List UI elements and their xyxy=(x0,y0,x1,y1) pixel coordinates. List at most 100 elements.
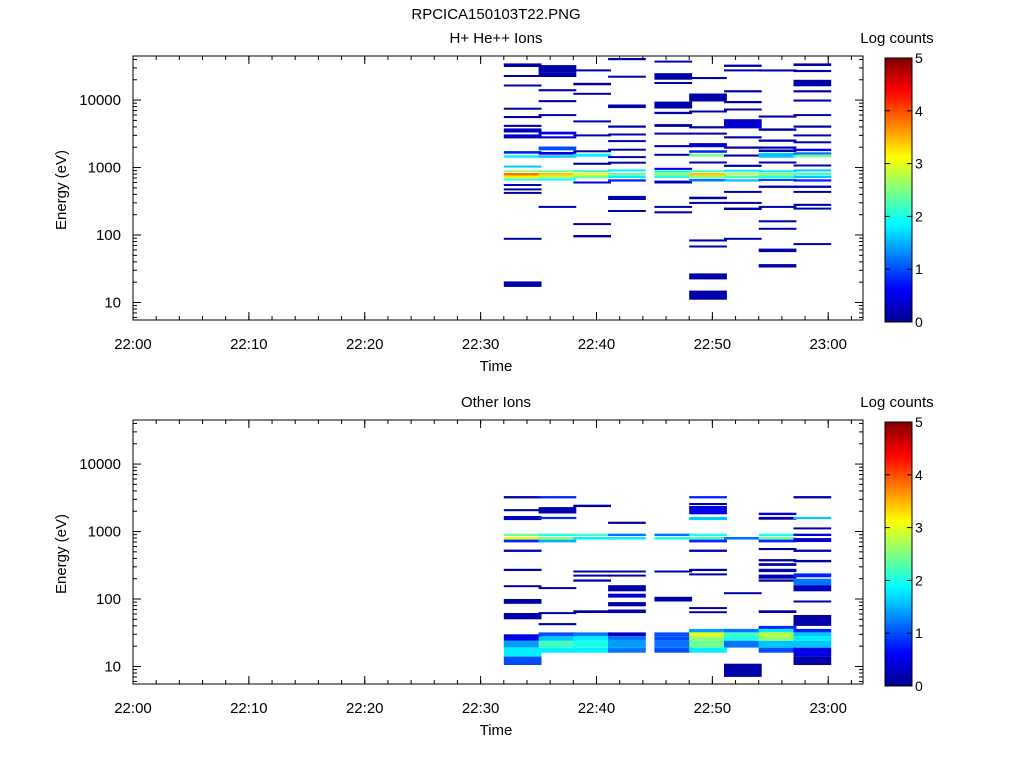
heatmap-cell xyxy=(503,151,542,154)
heatmap-cell xyxy=(724,190,762,193)
heatmap-cell xyxy=(724,632,762,637)
heatmap-cell xyxy=(654,111,693,115)
x-axis-ticks: 22:00 22:10 22:20 22:30 22:40 22:50 23:00 xyxy=(114,56,852,353)
panel-title: Other Ions xyxy=(461,394,531,411)
heatmap-cell xyxy=(758,548,797,551)
colorbar-ticks: 0 1 2 3 4 5 xyxy=(885,414,923,694)
colorbar-tick-label: 5 xyxy=(915,414,923,430)
heatmap-cell xyxy=(724,237,762,240)
heatmap-cell xyxy=(654,82,693,84)
heatmap-cell xyxy=(793,203,832,206)
heatmap-cell xyxy=(654,533,693,536)
heatmap-cell xyxy=(724,179,762,182)
heatmap-cell xyxy=(689,150,727,153)
heatmap-cell xyxy=(538,537,577,540)
heatmap-cell xyxy=(503,184,542,186)
heatmap-cell xyxy=(654,73,693,80)
heatmap-cell xyxy=(689,568,727,571)
heatmap-cell xyxy=(608,609,646,614)
heatmap-cell xyxy=(573,610,611,613)
colorbar-tick-label: 1 xyxy=(915,625,923,641)
heatmap-cell xyxy=(654,640,693,648)
heatmap-cell xyxy=(793,615,832,626)
heatmap-cell xyxy=(758,516,797,520)
heatmap-cell xyxy=(503,613,542,620)
x-tick-label: 23:00 xyxy=(809,700,847,717)
heatmap-cell xyxy=(538,516,577,520)
y-axis-label: Energy (eV) xyxy=(53,514,70,594)
heatmap-cell xyxy=(689,496,727,499)
heatmap-cell xyxy=(793,656,832,665)
heatmap-cell xyxy=(654,124,693,127)
heatmap-cell xyxy=(689,245,727,248)
panel-other-ions: Other Ions 22:00 22:10 22:20 22:30 22:40 22:5… xyxy=(53,394,934,739)
heatmap-cell xyxy=(793,496,832,499)
heatmap-cell xyxy=(724,201,762,204)
heatmap-cell xyxy=(758,175,797,178)
heatmap-cell xyxy=(724,169,762,172)
heatmap-cell xyxy=(503,165,542,168)
y-tick-label: 100 xyxy=(96,227,121,244)
x-axis-label: Time xyxy=(480,722,513,739)
y-tick-label: 10000 xyxy=(79,456,121,473)
heatmap-cell xyxy=(654,596,693,602)
heatmap-cell xyxy=(538,636,577,641)
heatmap-cell xyxy=(608,161,646,164)
heatmap-cell xyxy=(758,647,797,653)
heatmap-cell xyxy=(538,205,577,208)
heatmap-cell xyxy=(793,533,832,536)
heatmap-cell xyxy=(503,634,542,641)
heatmap-cell xyxy=(573,632,611,637)
heatmap-cell xyxy=(573,570,611,573)
heatmap-cell xyxy=(573,504,611,508)
heatmap-cell xyxy=(793,99,832,102)
heatmap-cell xyxy=(724,636,762,641)
heatmap-cell xyxy=(573,533,611,536)
y-axis-label: Energy (eV) xyxy=(53,150,70,230)
heatmap-cell xyxy=(538,72,577,77)
heatmap-cell xyxy=(689,126,727,129)
heatmap-cell xyxy=(654,570,693,573)
heatmap-cell xyxy=(573,574,611,577)
heatmap-cell xyxy=(689,196,727,200)
heatmap-cell xyxy=(608,533,646,536)
y-tick-label: 100 xyxy=(96,591,121,608)
heatmap-cell xyxy=(503,496,542,499)
heatmap-cell xyxy=(758,559,797,562)
heatmap-cell xyxy=(654,145,693,148)
heatmap-cell xyxy=(608,125,646,128)
heatmap-cell xyxy=(689,636,727,641)
y-tick-label: 10 xyxy=(104,294,121,311)
heatmap-cell xyxy=(538,496,577,499)
heatmap-cell xyxy=(608,574,646,577)
heatmap-cell xyxy=(503,237,542,240)
heatmap-cell xyxy=(503,585,542,588)
heatmap-cell xyxy=(608,636,646,641)
heatmap-cell xyxy=(538,170,577,173)
heatmap-cell xyxy=(689,539,727,543)
heatmap-cell xyxy=(503,281,542,287)
colorbar-tick-label: 5 xyxy=(915,50,923,66)
colorbar: Log counts 0 1 2 3 4 5 xyxy=(860,30,933,330)
x-tick-label: 22:10 xyxy=(230,700,268,717)
heatmap-cell xyxy=(793,640,832,648)
heatmap-cell xyxy=(689,178,727,182)
heatmap-cell xyxy=(654,175,693,178)
heatmap-cell xyxy=(793,69,832,73)
heatmap-cell xyxy=(573,640,611,648)
heatmap-cell xyxy=(654,101,693,109)
heatmap-cell xyxy=(689,173,727,176)
heatmap-cell xyxy=(689,640,727,648)
heatmap-cell xyxy=(793,148,832,152)
x-tick-label: 22:50 xyxy=(694,336,732,353)
heatmap-cell xyxy=(503,128,542,133)
heatmap-cell xyxy=(608,640,646,648)
x-tick-label: 22:20 xyxy=(346,700,384,717)
colorbar-tick-label: 2 xyxy=(915,208,923,224)
heatmap-cell xyxy=(758,264,797,268)
heatmap-cell xyxy=(573,223,611,226)
heatmap-cell xyxy=(689,533,727,536)
y-tick-label: 10000 xyxy=(79,92,121,109)
heatmap-cell xyxy=(793,538,832,542)
heatmap-cell xyxy=(573,134,611,137)
